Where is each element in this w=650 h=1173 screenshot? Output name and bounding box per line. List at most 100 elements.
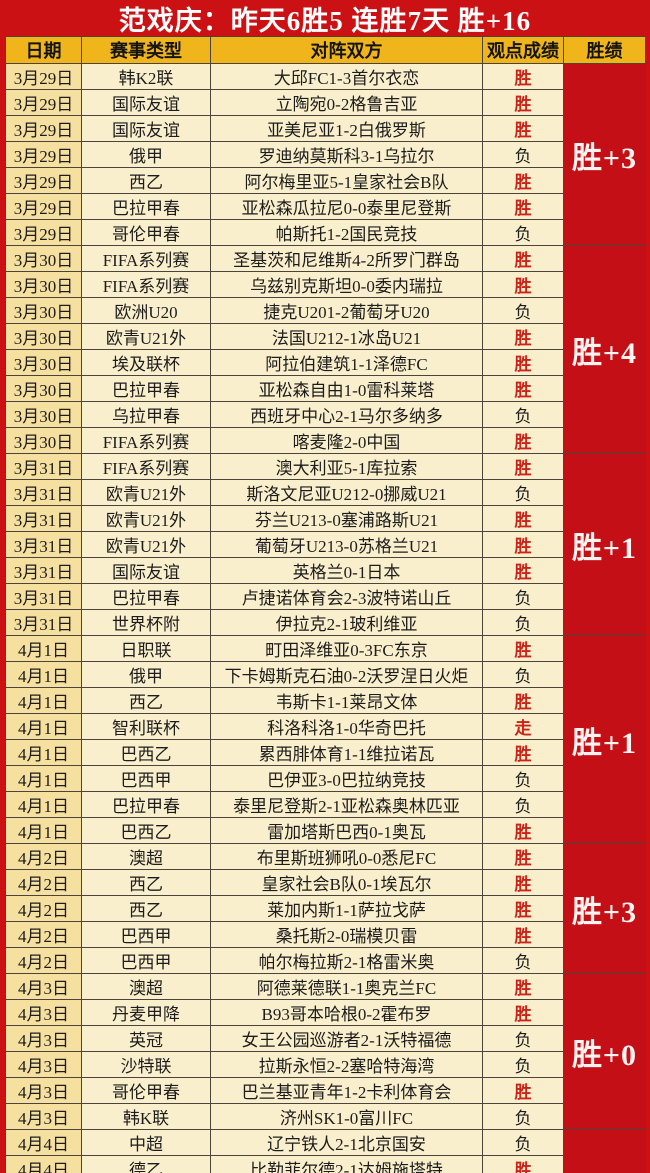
league-cell: 西乙 — [81, 869, 211, 896]
match-cell: 拉斯永恒2-2塞哈特海湾 — [210, 1051, 483, 1078]
table-row: 3月30日 FIFA系列赛 喀麦隆2-0中国胜 — [5, 427, 646, 454]
date-cell: 3月31日 — [5, 583, 82, 610]
table-row: 4月3日 英冠 女王公园巡游者2-1沃特福德负 — [5, 1025, 646, 1052]
table-row: 4月3日 丹麦甲降 B93哥本哈根0-2霍布罗胜 — [5, 999, 646, 1026]
table-row: 3月30日 FIFA系列赛 圣基茨和尼维斯4-2所罗门群岛胜胜+4 — [5, 245, 646, 454]
match-cell: 累西腓体育1-1维拉诺瓦 — [210, 739, 483, 766]
league-cell: 西乙 — [81, 687, 211, 714]
results-table-body: 3月29日 韩K2联 大邱FC1-3首尔衣恋胜胜+3 3月29日 国际友谊 立陶宛0-2格… — [5, 63, 646, 1173]
table-row: 3月30日 欧青U21外 法国U212-1冰岛U21 胜 — [5, 323, 646, 350]
table-row: 4月2日 西乙 皇家社会B队0-1埃瓦尔胜 — [5, 869, 646, 896]
date-cell: 4月3日 — [5, 1051, 82, 1078]
match-cell: 罗迪纳莫斯科3-1乌拉尔 — [210, 141, 483, 168]
date-cell: 4月2日 — [5, 947, 82, 974]
table-row: 3月30日 乌拉甲春 西班牙中心2-1马尔多纳多负 — [5, 401, 646, 428]
date-cell: 3月31日 — [5, 557, 82, 584]
date-cell: 4月1日 — [5, 713, 82, 740]
result-cell: 胜 — [482, 531, 564, 558]
table-row: 3月31日 FIFA系列赛 澳大利亚5-1库拉索胜胜+1 — [5, 453, 646, 636]
match-cell: 阿德莱德联1-1奥克兰FC — [210, 973, 483, 1000]
date-cell: 4月3日 — [5, 973, 82, 1000]
table-row: 4月3日 哥伦甲春 巴兰基亚青年1-2卡利体育会胜 — [5, 1077, 646, 1104]
match-cell: 雷加塔斯巴西0-1奥瓦 — [210, 817, 483, 844]
match-cell: 亚松森瓜拉尼0-0泰里尼登斯 — [210, 193, 483, 220]
date-cell: 3月29日 — [5, 193, 82, 220]
table-row: 3月31日 欧青U21外 斯洛文尼亚U212-0挪威U21 负 — [5, 479, 646, 506]
date-cell: 3月29日 — [5, 167, 82, 194]
date-cell: 4月1日 — [5, 661, 82, 688]
league-cell: 韩K2联 — [81, 63, 211, 90]
league-cell: 西乙 — [81, 895, 211, 922]
result-cell: 负 — [482, 297, 564, 324]
date-cell: 4月3日 — [5, 1103, 82, 1130]
column-header-result: 观点成绩 — [482, 36, 564, 64]
date-cell: 3月31日 — [5, 505, 82, 532]
league-cell: 欧青U21外 — [81, 323, 211, 350]
date-cell: 3月30日 — [5, 349, 82, 376]
match-cell: 伊拉克2-1玻利维亚 — [210, 609, 483, 636]
match-cell: 莱加内斯1-1萨拉戈萨 — [210, 895, 483, 922]
match-cell: 西班牙中心2-1马尔多纳多 — [210, 401, 483, 428]
match-cell: 大邱FC1-3首尔衣恋 — [210, 63, 483, 90]
match-cell: 女王公园巡游者2-1沃特福德 — [210, 1025, 483, 1052]
league-cell: 澳超 — [81, 843, 211, 870]
match-cell: 喀麦隆2-0中国 — [210, 427, 483, 454]
match-cell: 卢捷诺体育会2-3波特诺山丘 — [210, 583, 483, 610]
date-cell: 4月1日 — [5, 687, 82, 714]
match-cell: 巴伊亚3-0巴拉纳竞技 — [210, 765, 483, 792]
result-cell: 胜 — [482, 739, 564, 766]
result-cell: 负 — [482, 583, 564, 610]
league-cell: 国际友谊 — [81, 89, 211, 116]
table-row: 4月3日 韩K联 济州SK1-0富川FC 负 — [5, 1103, 646, 1130]
league-cell: 巴拉甲春 — [81, 375, 211, 402]
column-header-league: 赛事类型 — [81, 36, 211, 64]
match-cell: 帕斯托1-2国民竞技 — [210, 219, 483, 246]
table-row: 3月29日 国际友谊 立陶宛0-2格鲁吉亚胜 — [5, 89, 646, 116]
header-row: 日期 赛事类型 对阵双方 观点成绩 胜绩 — [5, 36, 646, 64]
streak-cell: 胜+1 — [563, 453, 646, 636]
league-cell: 俄甲 — [81, 661, 211, 688]
match-cell: 布里斯班狮吼0-0悉尼FC — [210, 843, 483, 870]
table-row: 4月3日 沙特联 拉斯永恒2-2塞哈特海湾负 — [5, 1051, 646, 1078]
match-cell: 辽宁铁人2-1北京国安 — [210, 1129, 483, 1156]
date-cell: 4月3日 — [5, 1025, 82, 1052]
match-cell: 葡萄牙U213-0苏格兰U21 — [210, 531, 483, 558]
match-cell: 英格兰0-1日本 — [210, 557, 483, 584]
result-cell: 胜 — [482, 1077, 564, 1104]
table-row: 4月1日 日职联 町田泽维亚0-3FC东京胜胜+1 — [5, 635, 646, 844]
table-row: 3月29日 俄甲 罗迪纳莫斯科3-1乌拉尔负 — [5, 141, 646, 168]
streak-cell: 胜+4 — [563, 245, 646, 454]
league-cell: 欧青U21外 — [81, 531, 211, 558]
table-row: 4月1日 巴西乙 雷加塔斯巴西0-1奥瓦胜 — [5, 817, 646, 844]
league-cell: 巴西甲 — [81, 921, 211, 948]
result-cell: 胜 — [482, 843, 564, 870]
match-cell: 皇家社会B队0-1埃瓦尔 — [210, 869, 483, 896]
table-row: 4月2日 巴西甲 帕尔梅拉斯2-1格雷米奥负 — [5, 947, 646, 974]
result-cell: 胜 — [482, 193, 564, 220]
result-cell: 胜 — [482, 115, 564, 142]
match-cell: 澳大利亚5-1库拉索 — [210, 453, 483, 480]
date-cell: 4月4日 — [5, 1155, 82, 1173]
results-table-wrap: 日期 赛事类型 对阵双方 观点成绩 胜绩 3月29日 韩K2联 大邱FC1-3首尔衣恋胜胜+… — [5, 36, 646, 1173]
table-row: 4月2日 澳超 布里斯班狮吼0-0悉尼FC 胜胜+3 — [5, 843, 646, 974]
league-cell: FIFA系列赛 — [81, 271, 211, 298]
date-cell: 4月1日 — [5, 635, 82, 662]
match-cell: 町田泽维亚0-3FC东京 — [210, 635, 483, 662]
league-cell: 国际友谊 — [81, 115, 211, 142]
match-cell: 亚松森自由1-0雷科莱塔 — [210, 375, 483, 402]
streak-cell: 胜+3 — [563, 63, 646, 246]
league-cell: 巴拉甲春 — [81, 193, 211, 220]
table-row: 4月3日 澳超 阿德莱德联1-1奥克兰FC 胜胜+0 — [5, 973, 646, 1130]
date-cell: 3月29日 — [5, 63, 82, 90]
league-cell: 澳超 — [81, 973, 211, 1000]
result-cell: 胜 — [482, 687, 564, 714]
match-cell: 济州SK1-0富川FC — [210, 1103, 483, 1130]
table-row: 3月30日 FIFA系列赛 乌兹别克斯坦0-0委内瑞拉胜 — [5, 271, 646, 298]
streak-cell: 胜+1 — [563, 635, 646, 844]
table-row: 3月30日 巴拉甲春 亚松森自由1-0雷科莱塔胜 — [5, 375, 646, 402]
league-cell: 巴拉甲春 — [81, 791, 211, 818]
date-cell: 3月30日 — [5, 323, 82, 350]
result-cell: 负 — [482, 791, 564, 818]
result-cell: 胜 — [482, 427, 564, 454]
